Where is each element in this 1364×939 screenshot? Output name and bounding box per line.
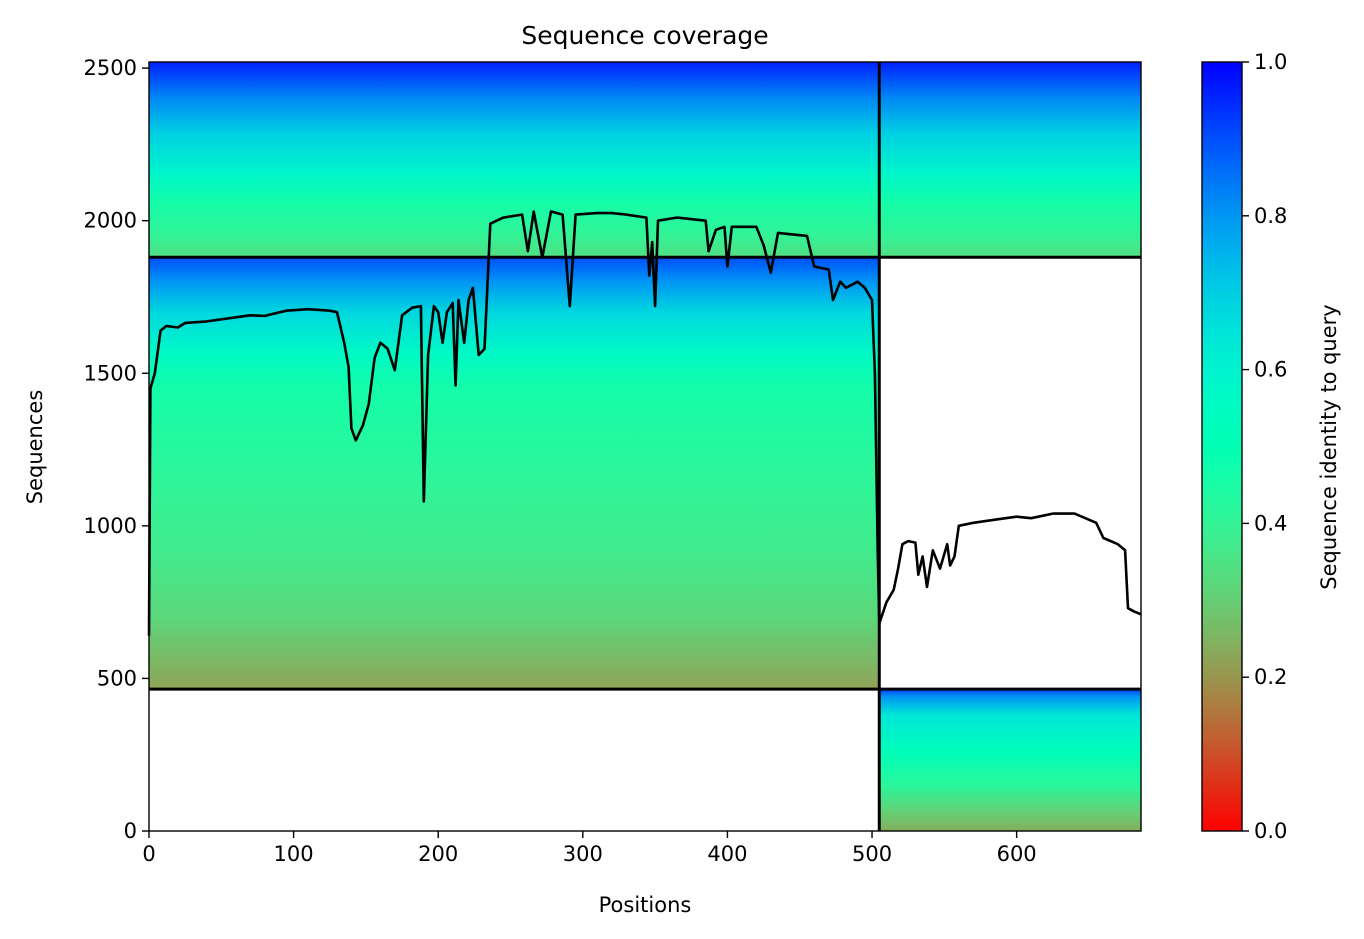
colorbar-tick-label: 0.0	[1254, 819, 1287, 843]
colorbar-rect	[1201, 61, 1243, 832]
colorbar-tick-label: 0.6	[1254, 358, 1287, 382]
colorbar-tick-label: 1.0	[1254, 50, 1287, 74]
y-tick-label: 0	[124, 819, 137, 843]
colorbar: 0.0 0.2 0.4 0.6 0.8 1.0 Sequence identity to …	[1201, 50, 1341, 843]
x-tick-label: 300	[563, 842, 603, 866]
heatmap-block-paired	[149, 62, 1141, 258]
plot-frame	[148, 61, 1142, 832]
y-axis: 0 500 1000 1500 2000 2500	[84, 56, 149, 843]
colorbar-tick-label: 0.4	[1254, 511, 1287, 535]
y-tick-label: 500	[97, 666, 137, 690]
x-tick-label: 200	[418, 842, 458, 866]
colorbar-tick-label: 0.8	[1254, 204, 1287, 228]
chart-title: Sequence coverage	[521, 21, 768, 50]
plot-area	[147, 61, 1142, 832]
x-tick-label: 500	[852, 842, 892, 866]
y-tick-label: 2500	[84, 56, 137, 80]
y-tick-label: 1000	[84, 514, 137, 538]
y-axis-label: Sequences	[23, 390, 47, 505]
heatmap-block-chain-1-only	[149, 257, 880, 690]
y-tick-label: 2000	[84, 209, 137, 233]
x-axis: 0 100 200 300 400 500 600	[142, 831, 1037, 866]
colorbar-tick-label: 0.2	[1254, 665, 1287, 689]
heatmap-block-chain-2-only	[879, 689, 1141, 831]
coverage-line	[147, 210, 1142, 636]
colorbar-ticks: 0.0 0.2 0.4 0.6 0.8 1.0	[1242, 50, 1287, 843]
x-axis-label: Positions	[599, 893, 692, 917]
x-tick-label: 0	[142, 842, 155, 866]
colorbar-label: Sequence identity to query	[1317, 304, 1341, 589]
x-tick-label: 400	[707, 842, 747, 866]
x-tick-label: 600	[997, 842, 1037, 866]
x-tick-label: 100	[274, 842, 314, 866]
y-tick-label: 1500	[84, 361, 137, 385]
